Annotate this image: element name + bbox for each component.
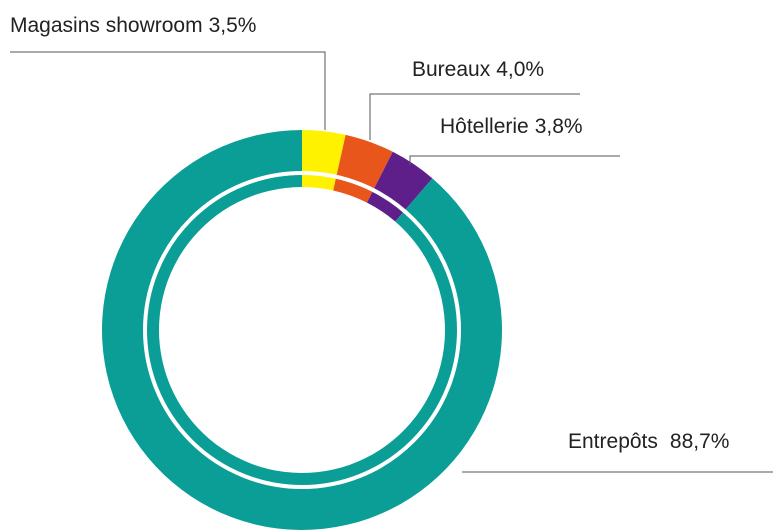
value-label: 88,7% — [670, 430, 730, 453]
ring-separator — [143, 171, 461, 489]
leader-line — [369, 93, 580, 140]
slice-label: Entrepôts 88,7% — [568, 430, 729, 453]
slices — [102, 130, 502, 530]
category-name: Entrepôts — [568, 430, 658, 453]
value-label: 3,5% — [209, 14, 257, 37]
slice-label: Hôtellerie 3,8% — [440, 115, 583, 138]
category-name: Bureaux — [412, 58, 491, 81]
slice-label: Bureaux 4,0% — [412, 58, 544, 81]
leader-line — [10, 51, 326, 130]
slice — [366, 151, 433, 222]
slice — [333, 134, 393, 203]
leader-line — [409, 155, 620, 165]
labels: Magasins showroom 3,5% Bureaux 4,0% Hôteller… — [10, 14, 773, 473]
slice-label: Magasins showroom 3,5% — [10, 14, 256, 37]
category-name: Hôtellerie — [440, 115, 529, 138]
slice — [102, 130, 502, 530]
value-label: 4,0% — [496, 58, 544, 81]
value-label: 3,8% — [535, 115, 583, 138]
category-name: Magasins showroom — [10, 14, 203, 37]
